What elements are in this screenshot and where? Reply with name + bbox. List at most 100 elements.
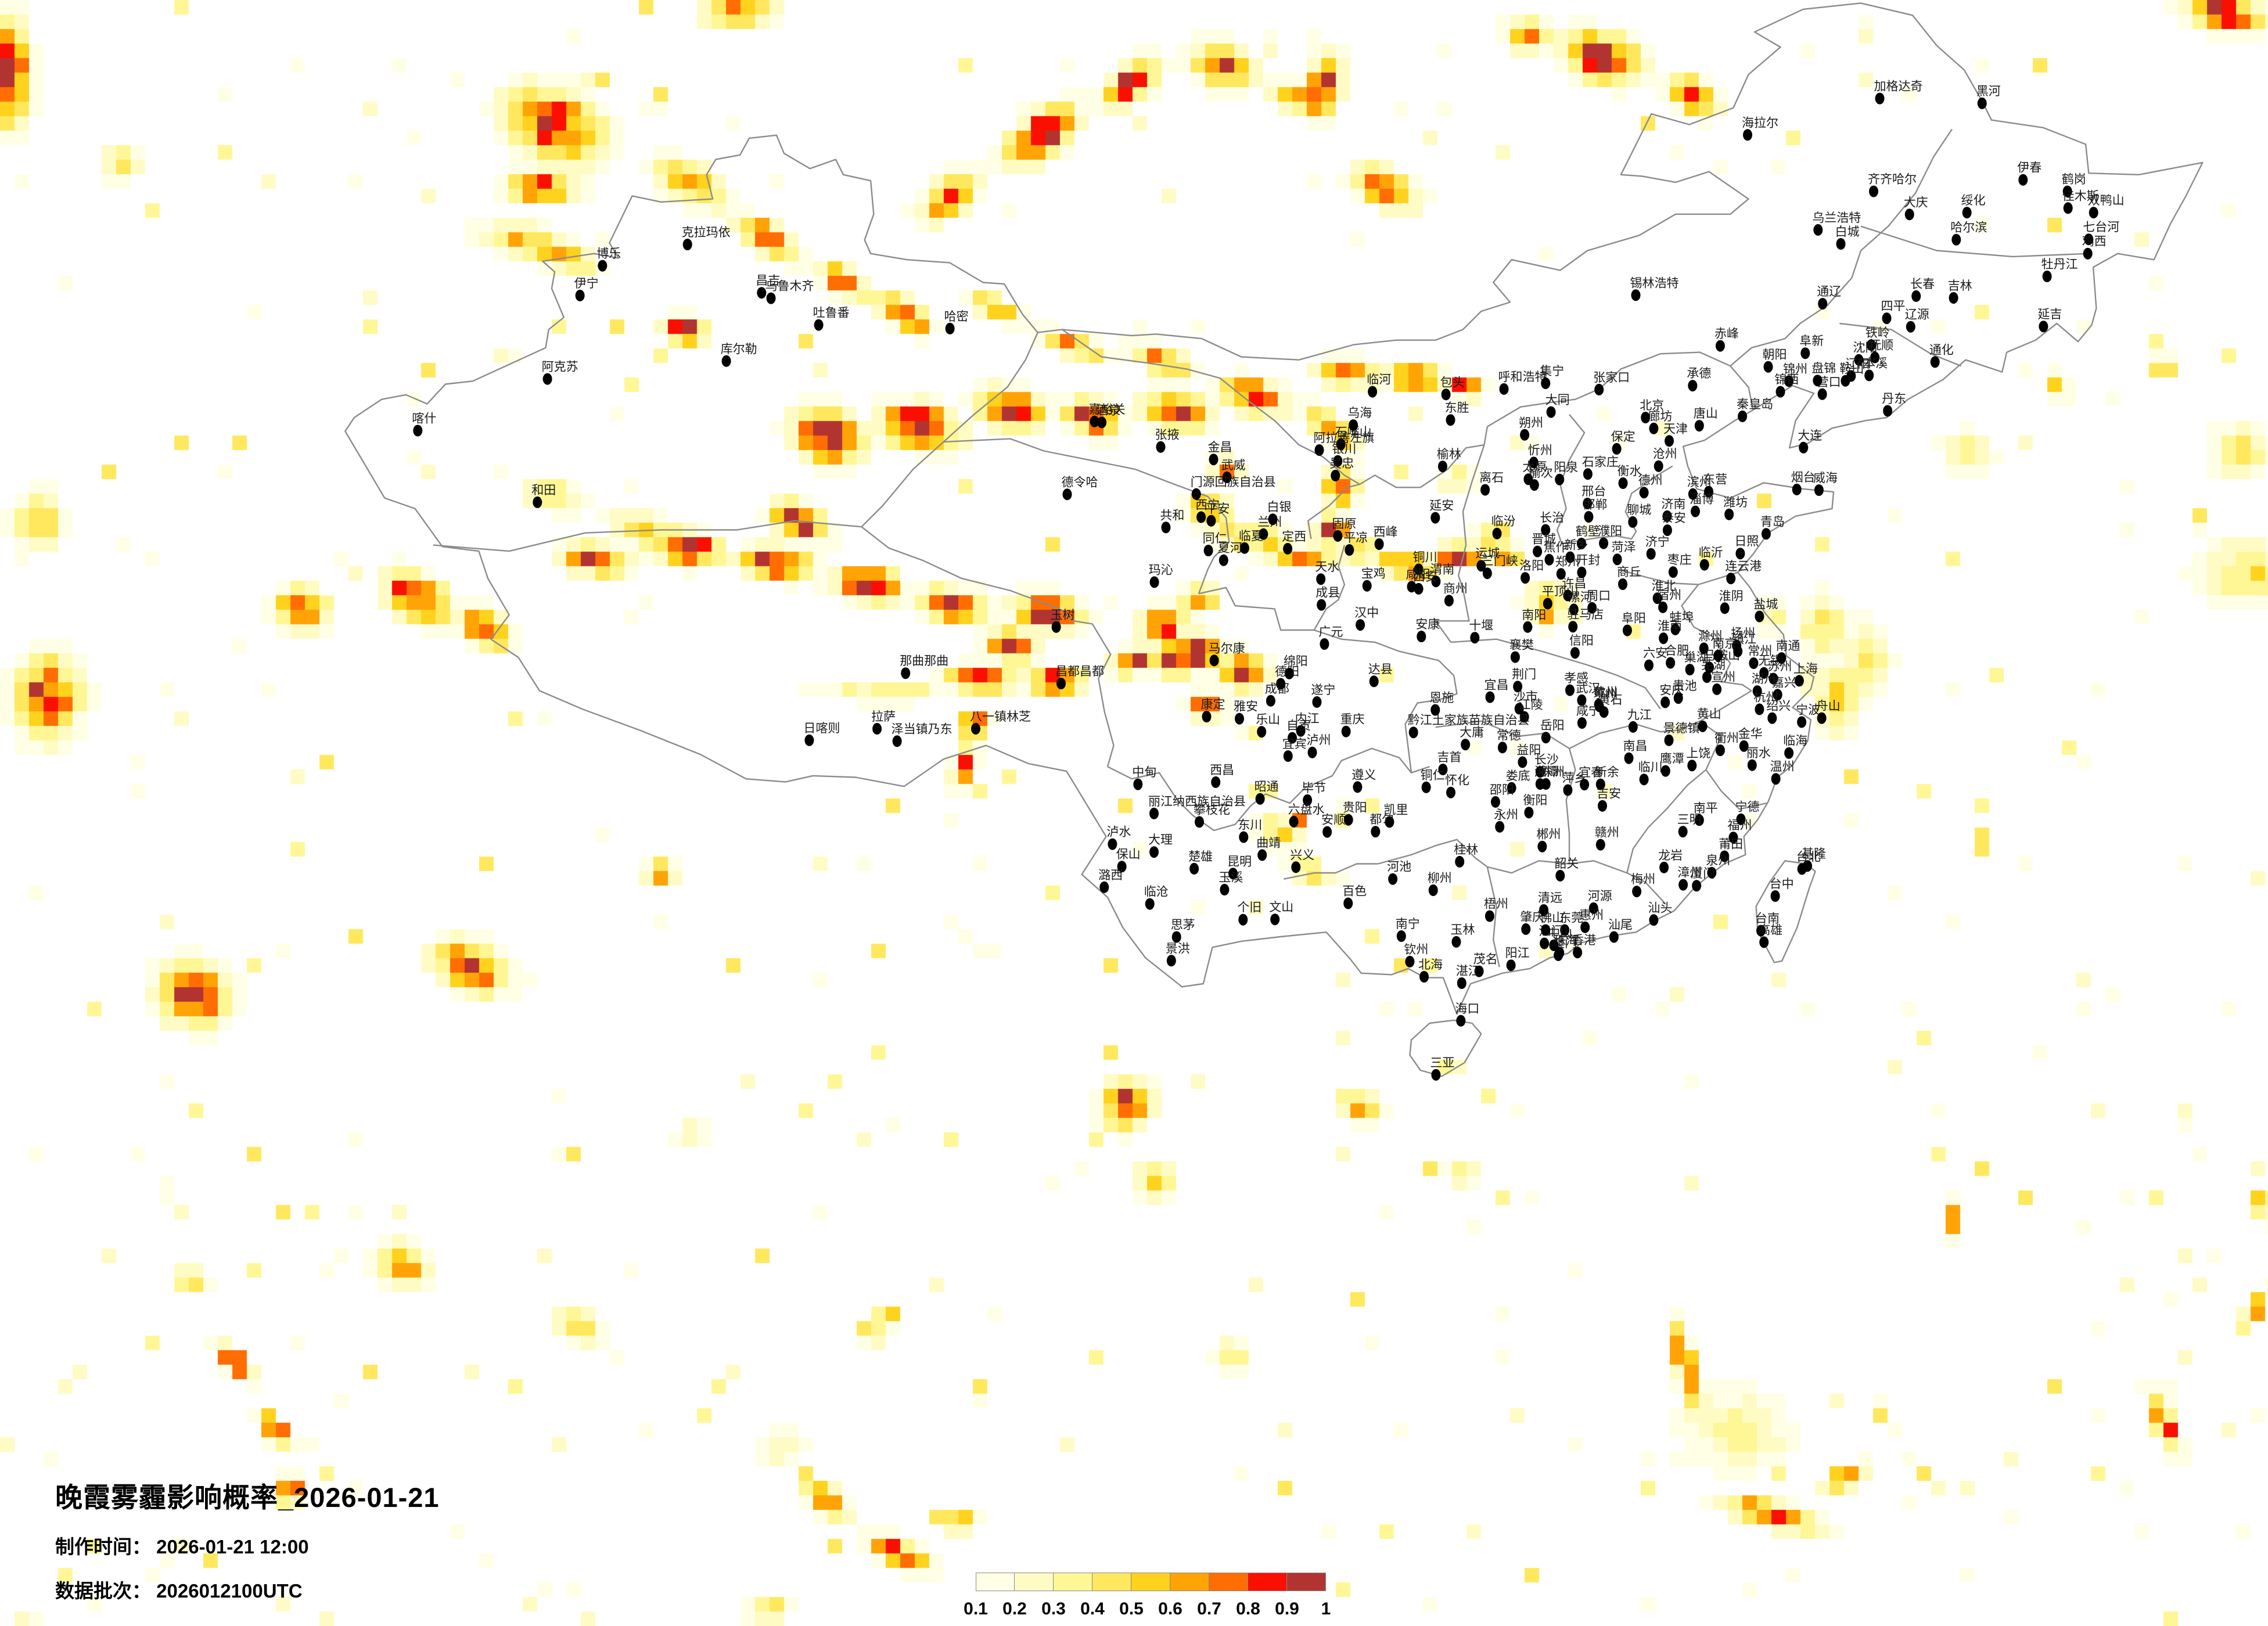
city-label: 昌都昌都 [1055,665,1104,678]
city-marker: 阿克苏 [542,361,578,385]
city-marker: 河源 [1588,890,1612,914]
legend-tick: 0.8 [1236,1599,1260,1618]
city-dot [1314,444,1324,456]
city-dot [1660,765,1670,777]
city-marker: 杭州 [1753,690,1778,715]
map-title: 晚霞雾霾影响概率_2026-01-21 [55,1482,440,1513]
city-label: 黄州 [1593,686,1618,699]
city-label: 加格达奇 [1874,80,1923,93]
city-dot [1752,685,1762,697]
city-marker: 忻州 [1528,444,1552,469]
city-label: 包头 [1440,376,1465,389]
city-marker: 天水 [1315,560,1339,585]
city-dot [1349,419,1358,431]
city-label: 怀化 [1445,774,1469,787]
city-label: 德州 [1638,474,1663,487]
city-dot [1930,356,1940,368]
city-marker: 乌海 [1347,406,1372,431]
city-dot [1560,924,1570,936]
city-marker: 驻马店 [1567,608,1604,633]
city-label: 康定 [1201,698,1225,711]
city-label: 无锡 [1758,654,1782,668]
city-dot [1544,553,1554,566]
legend-swatch [1248,1573,1287,1591]
city-label: 巢湖 [1684,651,1709,664]
city-dot [1520,429,1530,441]
city-marker: 本溪 [1863,357,1888,382]
legend-swatch [1170,1573,1209,1591]
city-marker: 南京 [1712,637,1737,661]
city-dot [1864,369,1874,382]
legend-tick: 0.7 [1197,1599,1221,1618]
city-marker: 香港 [1572,934,1596,959]
city-label: 莆田 [1719,838,1743,851]
city-label: 百色 [1342,885,1367,898]
city-label: 临汾 [1491,515,1516,528]
city-dot [1570,647,1580,659]
city-dot [1715,744,1725,756]
city-label: 舟山 [1816,700,1841,713]
city-dot [1599,537,1609,549]
city-dot [1739,740,1749,752]
city-dot [1161,521,1171,534]
city-label: 海拉尔 [1742,116,1778,129]
city-dot [1724,508,1734,520]
city-marker: 丹东 [1882,393,1906,417]
legend-swatch [1287,1573,1326,1591]
city-marker: 佳木斯 [2062,189,2099,214]
province-boundary [1626,769,1707,873]
city-label: 新乡 [1565,539,1589,552]
city-dot [1733,645,1743,657]
city-dot [1569,603,1579,616]
city-label: 九江 [1627,708,1652,722]
city-dot [1431,1069,1441,1081]
city-label: 潍坊 [1723,496,1748,509]
city-marker: 锦西 [1775,373,1799,398]
city-label: 吉林 [1948,279,1972,293]
city-label: 佳木斯 [2062,189,2099,203]
city-label: 锡林浩特 [1630,276,1679,290]
city-marker: 宝鸡 [1361,567,1386,592]
city-dot [1632,886,1642,898]
city-dot [1320,638,1329,650]
city-label: 高雄 [1758,923,1782,937]
city-marker: 东胜 [1445,401,1469,426]
city-marker: 重庆 [1340,713,1365,738]
city-dot [1624,752,1634,764]
city-dot [1189,862,1199,875]
city-marker: 黑河 [1976,85,2001,109]
city-marker: 乐山 [1256,713,1280,738]
city-dot [1405,955,1415,967]
city-marker: 东营 [1703,473,1727,498]
city-label: 茂名 [1473,953,1498,966]
city-dot [598,260,608,272]
city-marker: 宁德 [1735,801,1760,825]
city-label: 河源 [1588,890,1612,903]
city-dot [1374,538,1384,550]
city-label: 铜仁 [1421,769,1445,782]
city-marker: 延吉 [2037,308,2062,333]
city-label: 日照 [1734,535,1759,548]
city-dot [682,239,692,250]
city-dot [2083,247,2093,260]
city-label: 滨州 [1687,476,1712,489]
city-marker: 恩施 [1429,692,1454,716]
city-marker: 阳江 [1505,947,1530,972]
city-marker: 合肥 [1665,645,1689,669]
city-marker: 景德镇 [1663,722,1700,746]
city-label: 潞西 [1098,869,1123,882]
city-marker: 昆明 [1227,855,1252,880]
city-label: 宁波 [1796,703,1820,717]
city-marker: 舟山 [1816,700,1841,724]
city-marker: 荆门 [1512,668,1536,693]
city-marker: 临河 [1367,373,1391,398]
city-dot [1430,512,1440,524]
city-dot [1800,347,1810,359]
city-dot [1446,414,1455,426]
city-marker: 惠州 [1579,909,1604,933]
city-marker: 遂宁 [1311,684,1335,708]
city-label: 张家口 [1593,371,1630,384]
city-label: 酒泉 [1096,404,1120,417]
city-marker: 保山 [1116,848,1141,873]
city-label: 襄樊 [1509,639,1534,652]
